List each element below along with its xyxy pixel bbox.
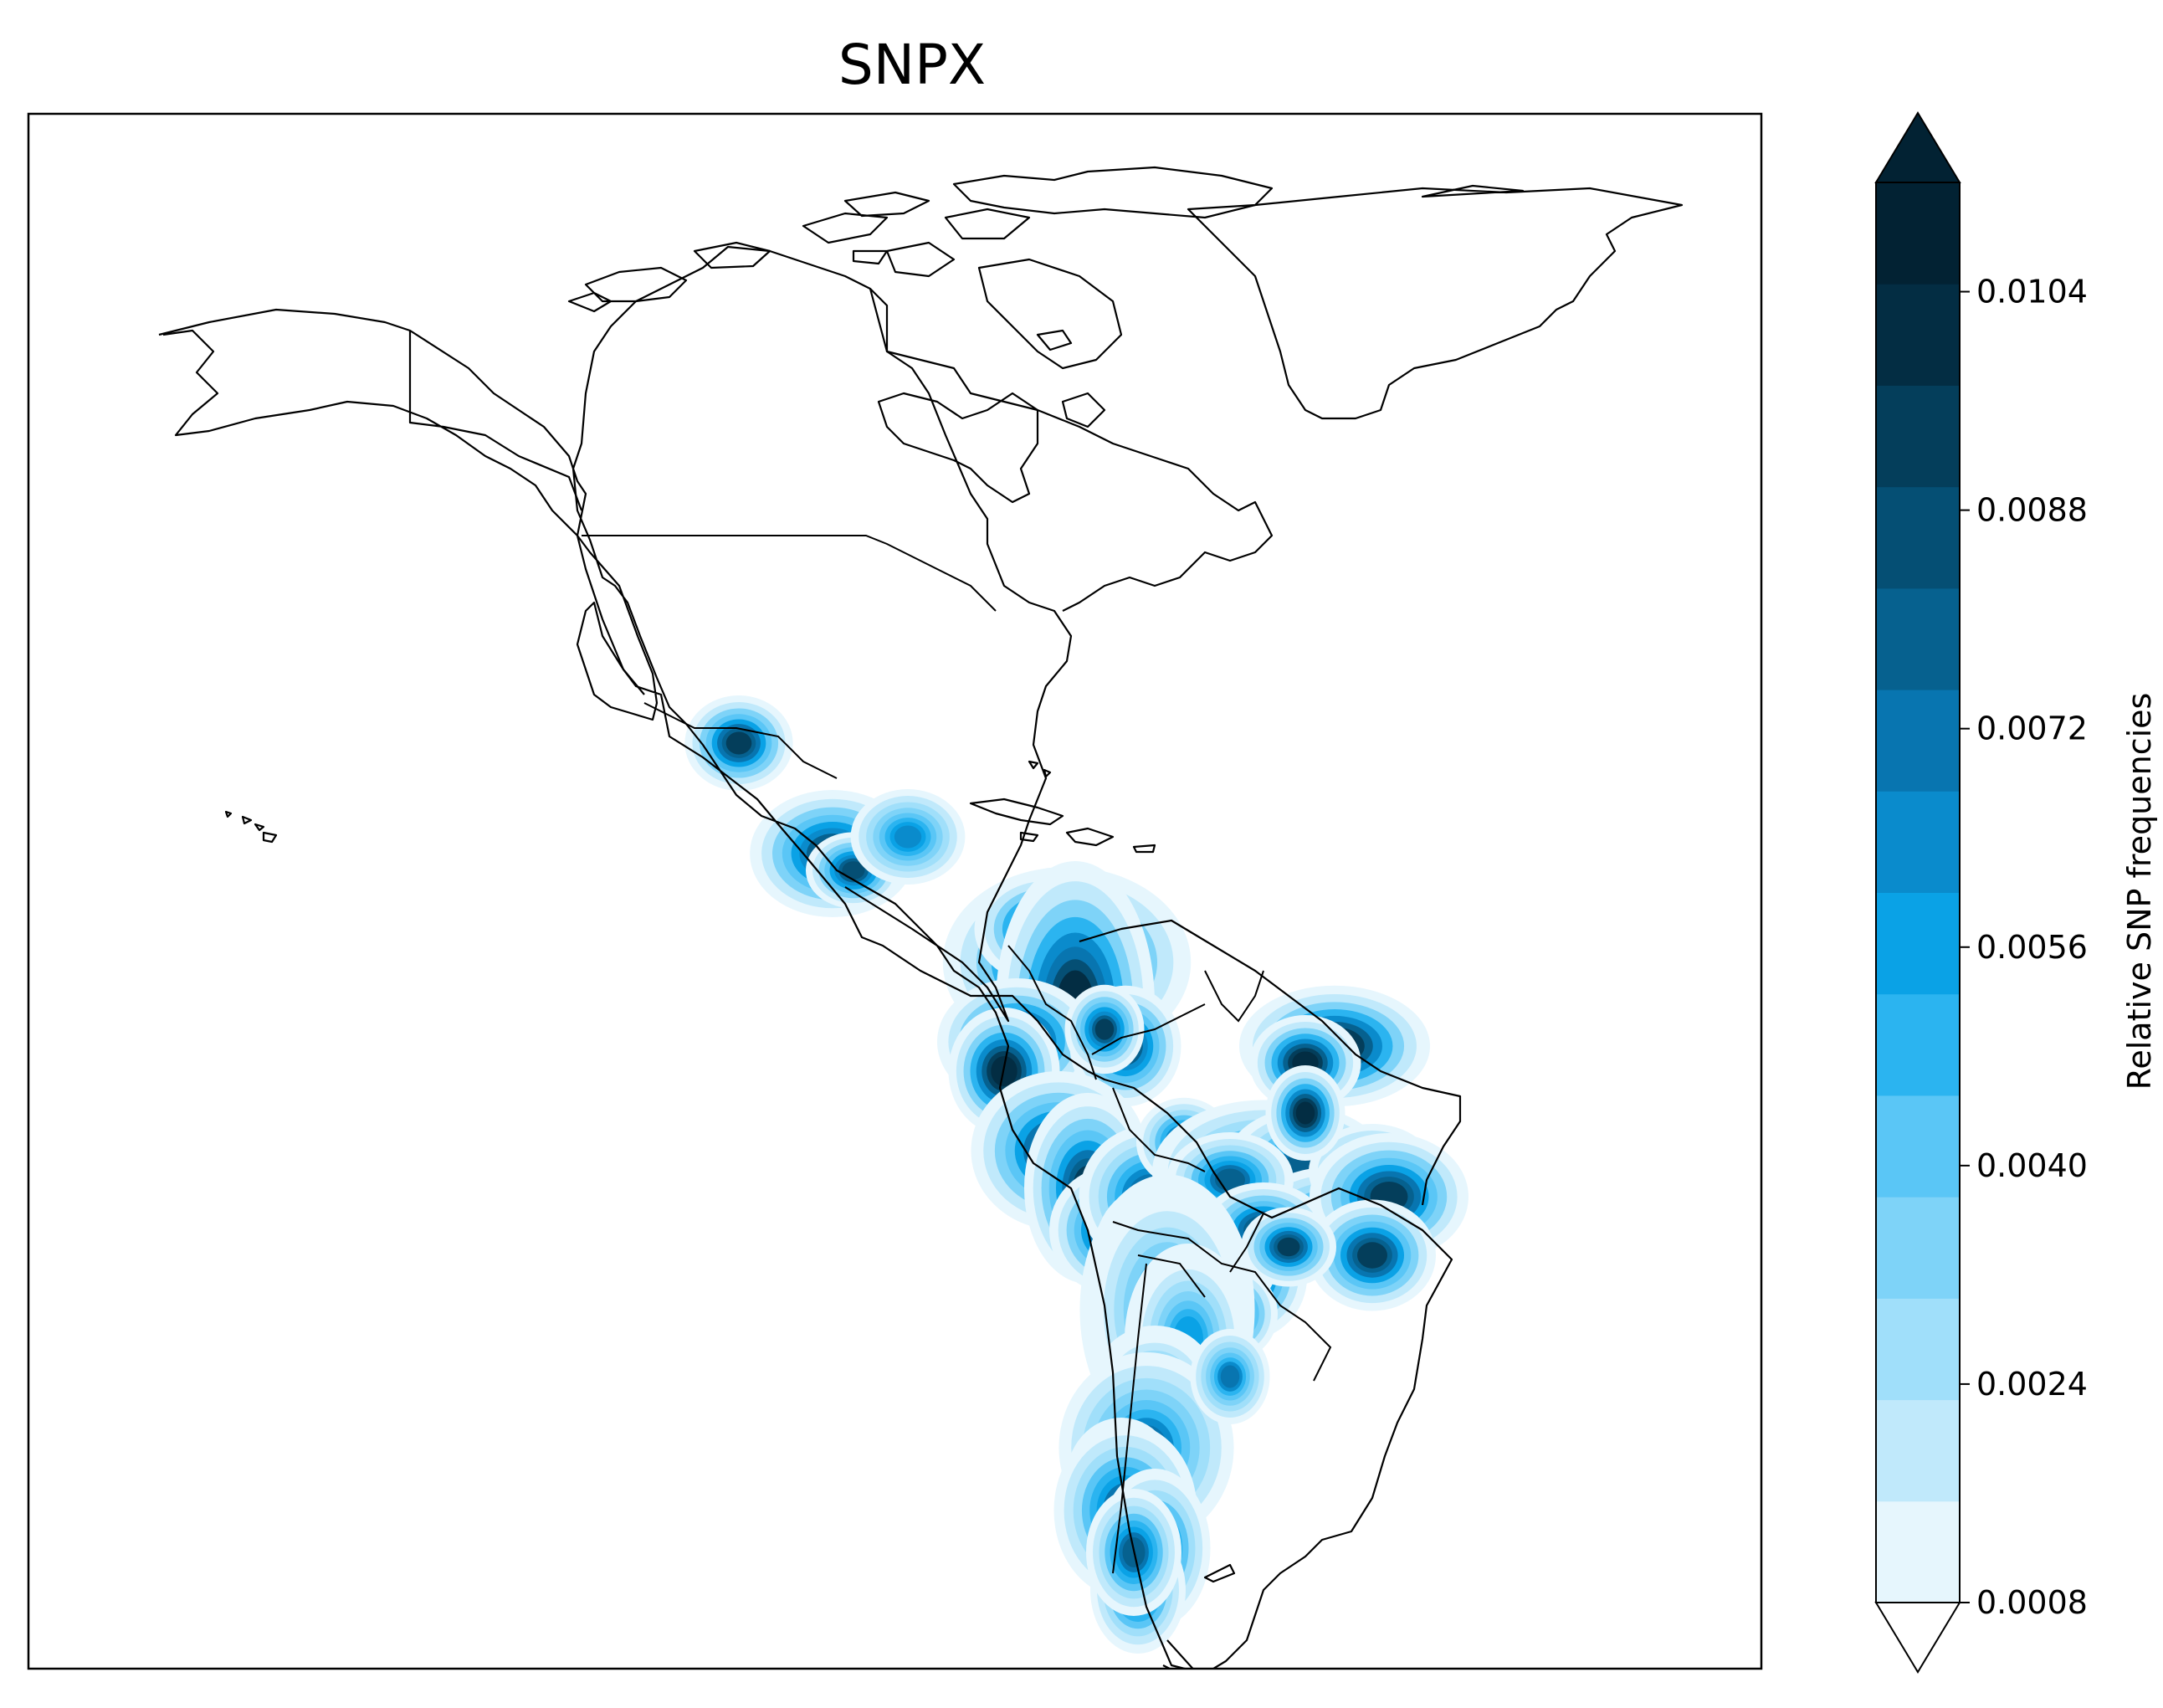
colorbar-band bbox=[1876, 1197, 1960, 1299]
colorbar-tick-label: 0.0072 bbox=[1976, 710, 2088, 747]
political-borders bbox=[409, 331, 1332, 1574]
colorbar-band bbox=[1876, 182, 1960, 285]
hawaii-coast bbox=[224, 810, 278, 844]
coastlines bbox=[158, 166, 1684, 1669]
heatmap-contour bbox=[1357, 1242, 1387, 1269]
south-america-coast bbox=[1079, 919, 1462, 1669]
heatmap-contour bbox=[1277, 1237, 1300, 1257]
colorbar-band bbox=[1876, 1399, 1960, 1502]
heatmap-contour bbox=[725, 731, 752, 755]
heatmap-contour bbox=[1094, 1018, 1115, 1040]
colorbar-tick-label: 0.0040 bbox=[1976, 1147, 2088, 1184]
heatmap-layer bbox=[684, 695, 1468, 1654]
map-frame bbox=[27, 112, 1763, 1670]
south-america-borders bbox=[1007, 945, 1332, 1574]
colorbar-label: Relative SNP frequencies bbox=[2121, 693, 2158, 1090]
colorbar-extend-min-arrow bbox=[1874, 1602, 1961, 1674]
colorbar-tick-label: 0.0088 bbox=[1976, 492, 2088, 529]
colorbar-band bbox=[1876, 690, 1960, 792]
colorbar-tick-label: 0.0056 bbox=[1976, 929, 2088, 966]
us-mexico-border bbox=[643, 702, 838, 779]
colorbar-band bbox=[1876, 892, 1960, 995]
caribbean-coast bbox=[969, 760, 1156, 854]
colorbar-band bbox=[1876, 1298, 1960, 1401]
colorbar-extend-max-arrow bbox=[1874, 111, 1961, 183]
colorbar-band bbox=[1876, 1500, 1960, 1603]
colorbar-tick-label: 0.0104 bbox=[1976, 274, 2088, 310]
map-panel bbox=[27, 112, 1763, 1670]
colorbar-band bbox=[1876, 284, 1960, 386]
colorbar-tick-label: 0.0024 bbox=[1976, 1366, 2088, 1403]
colorbar: 0.0104 0.0088 0.0072 0.0056 0.0040 0.0024 0.00… bbox=[1874, 111, 2158, 1674]
colorbar-band bbox=[1876, 993, 1960, 1096]
americas-mainland-coast bbox=[158, 245, 1453, 1669]
colorbar-band bbox=[1876, 385, 1960, 488]
greenland-coast bbox=[1187, 184, 1684, 420]
heatmap-contour bbox=[1295, 1101, 1315, 1125]
us-canada-border bbox=[409, 331, 997, 612]
colorbar-bands bbox=[1876, 182, 1960, 1603]
colorbar-ticks: 0.0104 0.0088 0.0072 0.0056 0.0040 0.0024 0.00… bbox=[1960, 274, 2088, 1621]
colorbar-band bbox=[1876, 791, 1960, 893]
heatmap-contour bbox=[1220, 1365, 1240, 1388]
colorbar-tick-label: 0.0008 bbox=[1976, 1584, 2088, 1621]
north-america-coast bbox=[162, 288, 1274, 695]
colorbar-band bbox=[1876, 587, 1960, 690]
heatmap-contour bbox=[894, 825, 922, 849]
colorbar-band bbox=[1876, 1095, 1960, 1198]
figure-title: SNPX bbox=[838, 33, 986, 97]
colorbar-band bbox=[1876, 486, 1960, 589]
colorbar-outline bbox=[1875, 182, 1961, 1603]
heatmap-contour bbox=[842, 861, 865, 880]
